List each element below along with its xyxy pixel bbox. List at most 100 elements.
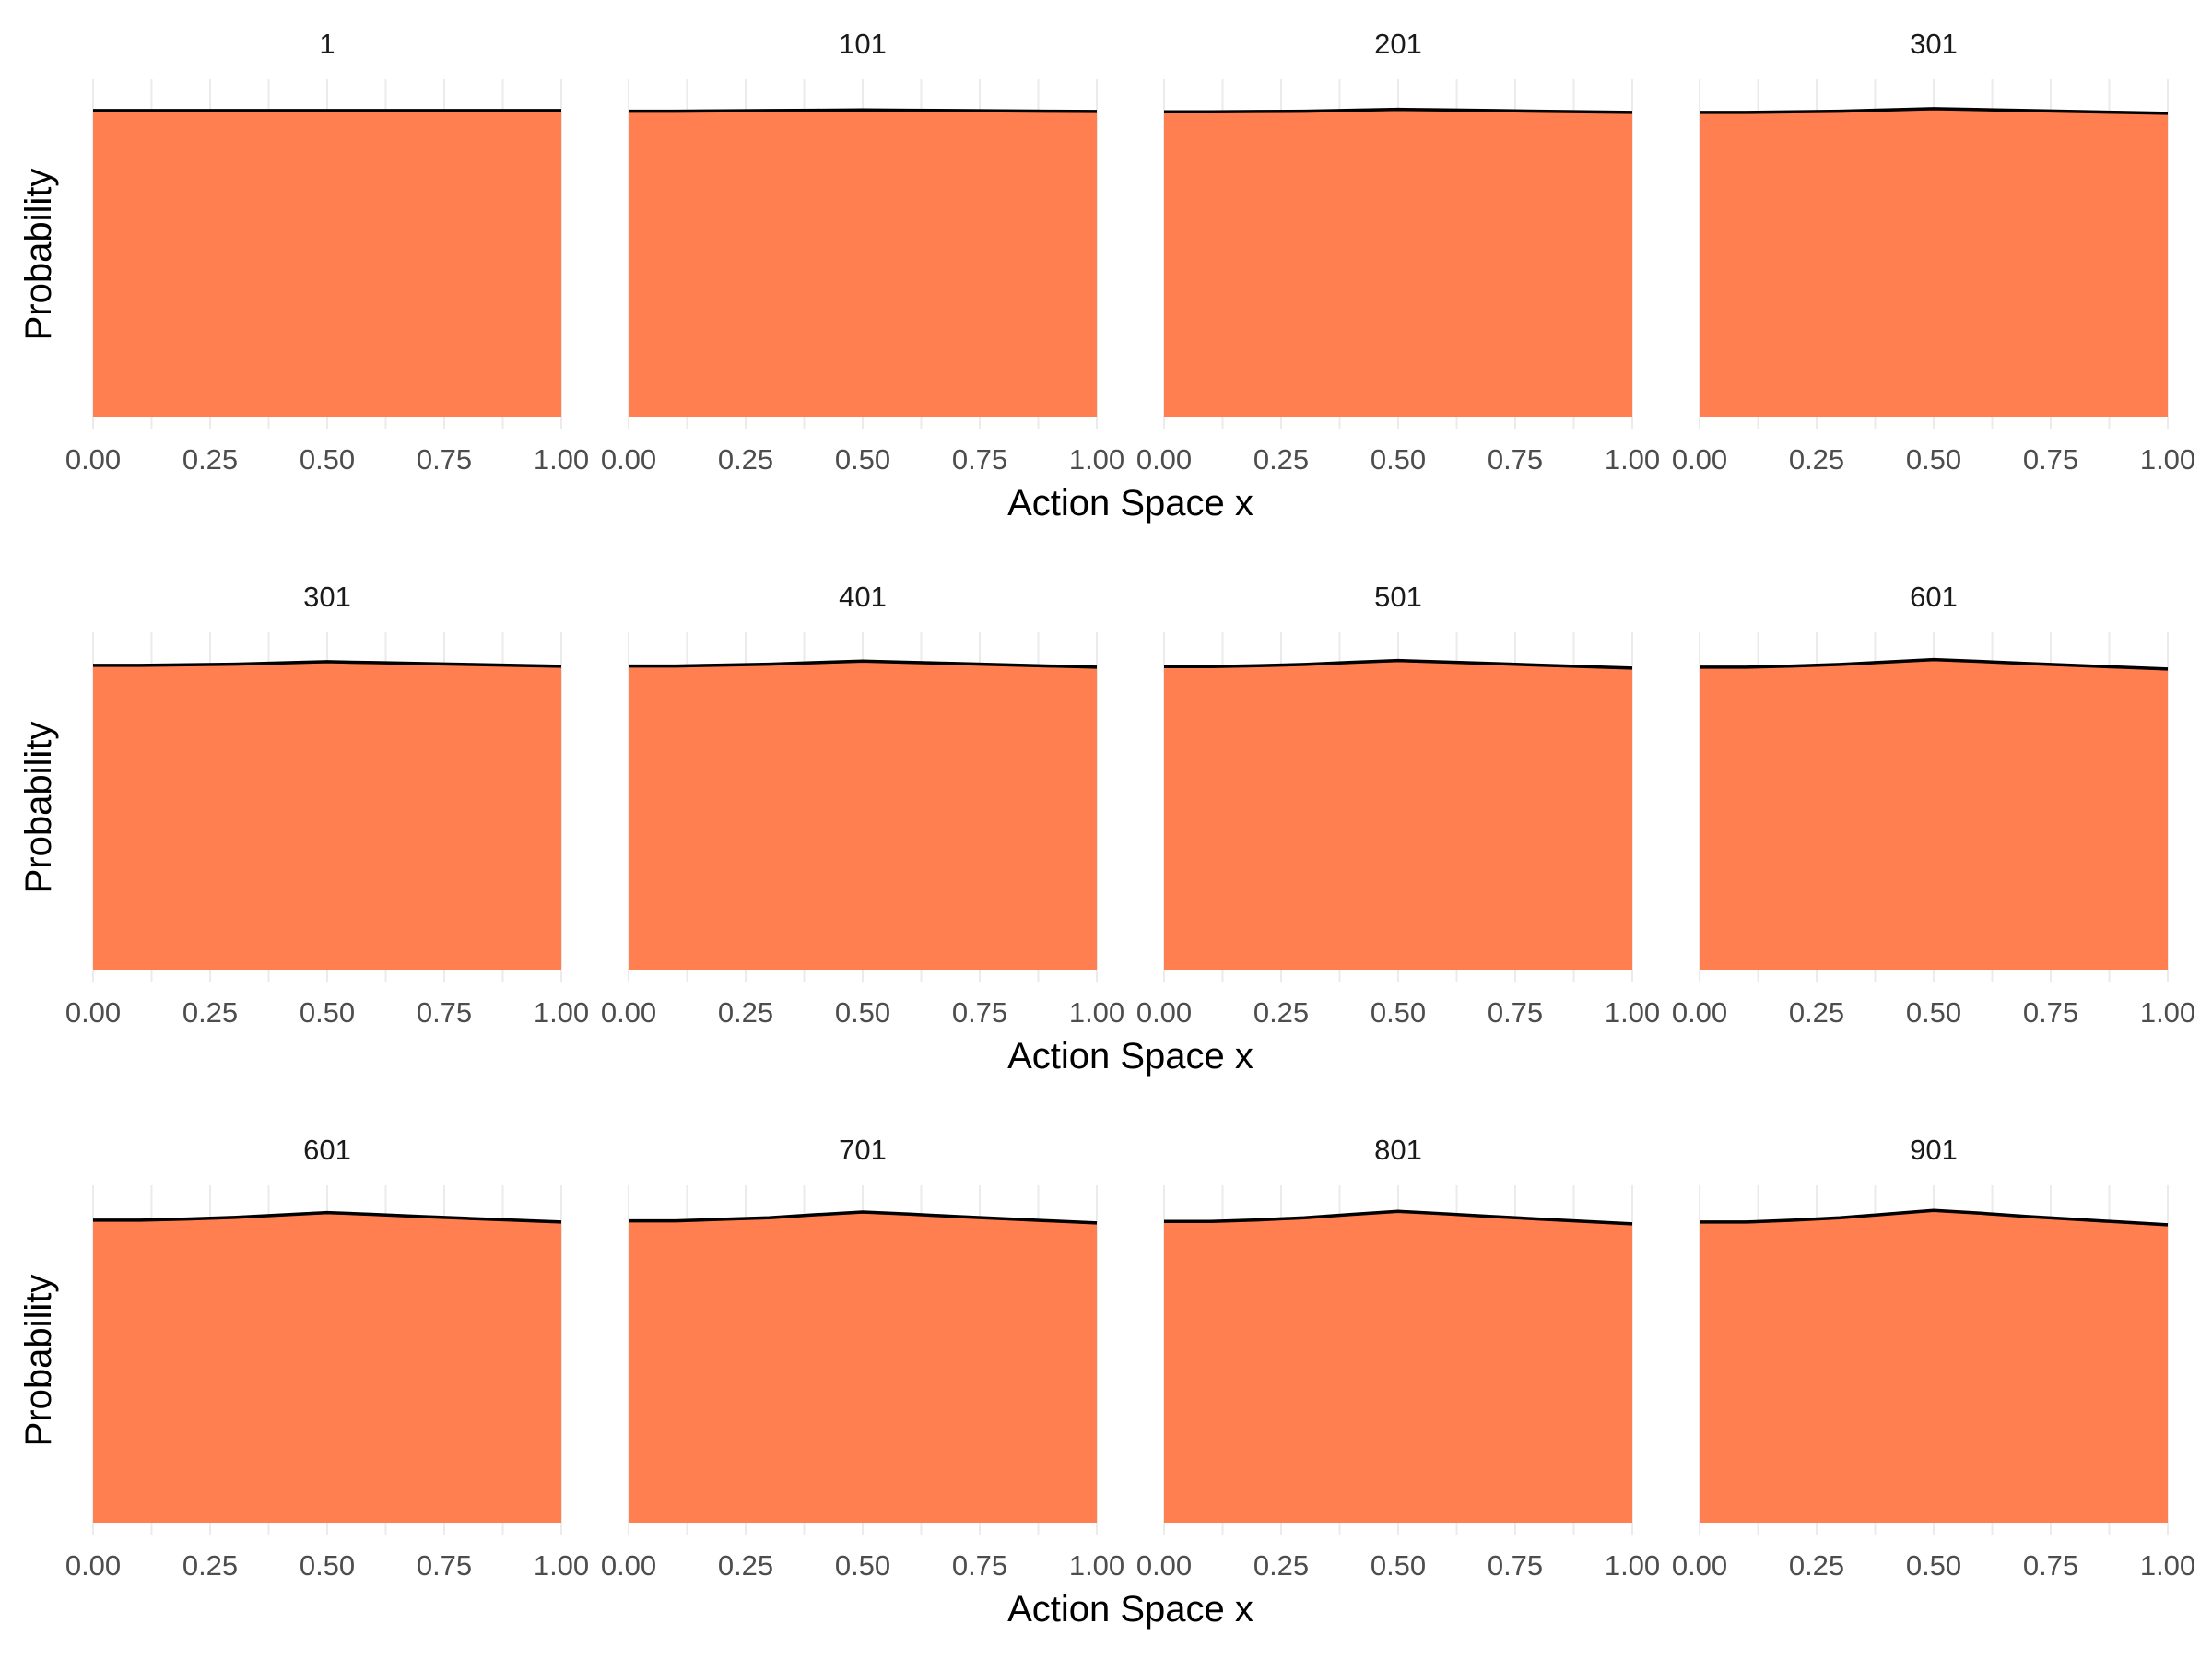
x-tick-label: 0.25 (1253, 996, 1309, 1029)
density-area (93, 661, 561, 970)
x-tick-label: 0.75 (2023, 1549, 2078, 1582)
x-tick-label: 0.25 (182, 443, 238, 476)
facet-panel: 601 0.00 0.25 0.50 0.75 1.00 (1672, 581, 2195, 1029)
x-axis-title: Action Space x (1007, 483, 1253, 524)
facet-panel: 301 0.00 0.25 0.50 0.75 1.00 (65, 581, 589, 1029)
x-tick-label: 0.50 (300, 1549, 355, 1582)
x-tick-label: 0.25 (182, 1549, 238, 1582)
density-area (1700, 659, 2168, 970)
x-tick-label: 0.25 (718, 996, 773, 1029)
facet-panel: 301 0.00 0.25 0.50 0.75 1.00 (1672, 28, 2195, 476)
x-tick-label: 1.00 (1605, 996, 1660, 1029)
x-tick-label: 1.00 (1069, 1549, 1124, 1582)
facet-panel: 201 0.00 0.25 0.50 0.75 1.00 (1136, 28, 1660, 476)
y-axis-title: Probability (18, 722, 59, 894)
density-curve (93, 660, 562, 668)
facet-title: 1 (319, 28, 335, 60)
x-tick-label: 0.75 (1488, 1549, 1543, 1582)
x-tick-label: 0.50 (835, 996, 890, 1029)
x-tick-label: 0.00 (1672, 996, 1727, 1029)
facet-title: 401 (839, 581, 887, 613)
x-tick-label: 0.50 (835, 443, 890, 476)
facet-panel: 1 0.00 0.25 0.50 0.75 1.00 (65, 28, 589, 476)
x-tick-label: 1.00 (2140, 996, 2195, 1029)
density-area (629, 1211, 1097, 1523)
facet-title: 601 (1910, 581, 1958, 613)
x-tick-label: 0.75 (1488, 443, 1543, 476)
density-curve (1700, 657, 2169, 671)
x-tick-label: 0.25 (1253, 1549, 1309, 1582)
x-tick-label: 0.00 (1136, 443, 1192, 476)
x-tick-label: 0.50 (1906, 1549, 1961, 1582)
y-axis-title: Probability (18, 1275, 59, 1447)
facet-panel: 801 0.00 0.25 0.50 0.75 1.00 (1136, 1134, 1660, 1582)
facet-panel: 601 0.00 0.25 0.50 0.75 1.00 (65, 1134, 589, 1582)
x-axis-title: Action Space x (1007, 1589, 1253, 1630)
density-curve (93, 1210, 562, 1224)
density-area (93, 1212, 561, 1523)
x-tick-label: 0.75 (417, 1549, 472, 1582)
x-tick-label: 1.00 (2140, 1549, 2195, 1582)
facet-title: 701 (839, 1134, 887, 1166)
x-tick-label: 1.00 (2140, 443, 2195, 476)
facet-title: 901 (1910, 1134, 1958, 1166)
facet-row-3: Probability 601 0.00 0.25 0.50 0.75 1.00 701 0.0… (18, 1134, 2195, 1630)
density-area (629, 110, 1097, 417)
density-area (1164, 109, 1632, 418)
x-tick-label: 1.00 (534, 996, 589, 1029)
density-curve (629, 1210, 1098, 1225)
x-tick-label: 0.00 (1136, 1549, 1192, 1582)
density-area (1164, 660, 1632, 970)
x-tick-label: 0.00 (1672, 1549, 1727, 1582)
facet-panel: 101 0.00 0.25 0.50 0.75 1.00 (601, 28, 1124, 476)
x-tick-label: 0.75 (952, 443, 1007, 476)
x-tick-label: 0.25 (1789, 996, 1844, 1029)
facet-title: 101 (839, 28, 887, 60)
facet-title: 801 (1374, 1134, 1422, 1166)
x-tick-label: 0.00 (65, 1549, 121, 1582)
x-tick-label: 1.00 (534, 1549, 589, 1582)
density-curve (1164, 1209, 1633, 1226)
density-curve (629, 108, 1098, 113)
x-tick-label: 0.25 (1789, 1549, 1844, 1582)
x-tick-label: 0.75 (1488, 996, 1543, 1029)
x-tick-label: 0.75 (417, 996, 472, 1029)
facet-title: 201 (1374, 28, 1422, 60)
x-tick-label: 0.25 (1253, 443, 1309, 476)
x-tick-label: 0.50 (835, 1549, 890, 1582)
x-tick-label: 1.00 (1069, 443, 1124, 476)
facet-row-1: Probability 1 0.00 0.25 0.50 0.75 1.00 101 0.00 0… (18, 28, 2195, 524)
y-axis-title: Probability (18, 169, 59, 341)
facet-title: 301 (303, 581, 351, 613)
density-area (1700, 1210, 2168, 1523)
x-tick-label: 1.00 (534, 443, 589, 476)
x-tick-label: 0.50 (1371, 1549, 1426, 1582)
x-tick-label: 0.00 (65, 443, 121, 476)
x-tick-label: 0.00 (65, 996, 121, 1029)
density-curve (629, 659, 1098, 669)
x-tick-label: 0.75 (952, 1549, 1007, 1582)
density-curve (1700, 107, 2169, 115)
x-tick-label: 0.00 (601, 1549, 656, 1582)
x-tick-label: 0.50 (1906, 443, 1961, 476)
x-tick-label: 0.75 (2023, 996, 2078, 1029)
density-area (1700, 108, 2168, 418)
x-tick-label: 0.00 (1136, 996, 1192, 1029)
facet-row-2: Probability 301 0.00 0.25 0.50 0.75 1.00 401 0.0… (18, 581, 2195, 1077)
density-curve (1164, 658, 1633, 670)
facet-panel: 901 0.00 0.25 0.50 0.75 1.00 (1672, 1134, 2195, 1582)
x-tick-label: 0.25 (182, 996, 238, 1029)
x-tick-label: 1.00 (1069, 996, 1124, 1029)
x-tick-label: 0.50 (1371, 996, 1426, 1029)
x-tick-label: 0.50 (300, 996, 355, 1029)
x-tick-label: 0.75 (417, 443, 472, 476)
x-tick-label: 0.75 (2023, 443, 2078, 476)
x-tick-label: 0.50 (1906, 996, 1961, 1029)
facet-panel: 501 0.00 0.25 0.50 0.75 1.00 (1136, 581, 1660, 1029)
x-tick-label: 0.75 (952, 996, 1007, 1029)
facet-title: 501 (1374, 581, 1422, 613)
x-tick-label: 0.00 (601, 443, 656, 476)
density-curve (1164, 107, 1633, 114)
facet-title: 601 (303, 1134, 351, 1166)
